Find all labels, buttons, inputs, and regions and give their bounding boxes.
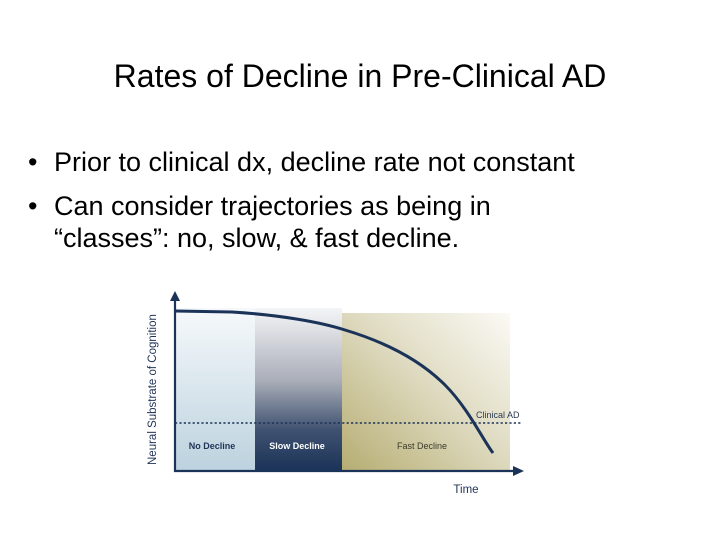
decline-chart: No Decline Slow Decline Fast Decline Cli… (170, 291, 524, 496)
slide-title: Rates of Decline in Pre-Clinical AD (113, 58, 607, 94)
region-no-decline (175, 308, 255, 471)
bullet-text: Can consider trajectories as being in (54, 191, 491, 221)
region-label-fast-decline: Fast Decline (397, 441, 447, 451)
bullet-item: • Can consider trajectories as being in … (28, 190, 708, 254)
region-slow-decline (255, 308, 342, 471)
bullet-text-continuation: “classes”: no, slow, & fast decline. (54, 223, 460, 253)
x-axis-label: Time (453, 484, 478, 496)
bullet-list: • Prior to clinical dx, decline rate not… (28, 146, 708, 266)
bullet-dot-icon: • (28, 147, 38, 177)
bullet-item: • Prior to clinical dx, decline rate not… (28, 146, 708, 178)
bullet-text: Prior to clinical dx, decline rate not c… (54, 147, 575, 177)
bullet-dot-icon: • (28, 191, 38, 221)
x-axis-arrow-icon (513, 466, 524, 476)
region-label-no-decline: No Decline (189, 441, 236, 451)
threshold-label: Clinical AD (476, 410, 520, 420)
y-axis-arrow-icon (170, 291, 180, 301)
region-label-slow-decline: Slow Decline (269, 441, 325, 451)
trajectory-curve (174, 309, 495, 454)
